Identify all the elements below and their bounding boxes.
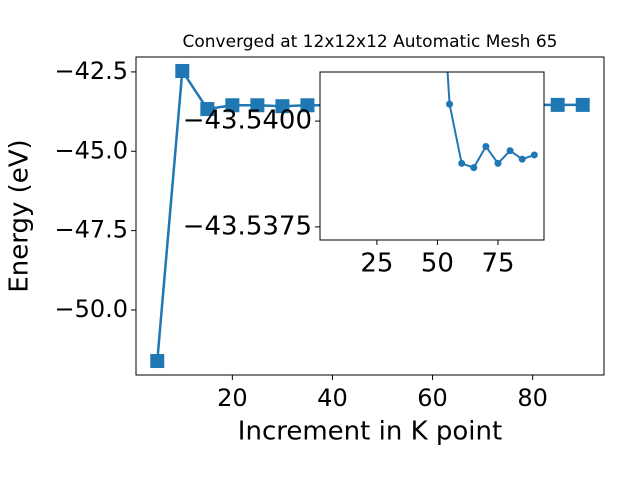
y-axis-label: Energy (eV) (5, 139, 35, 292)
marker (494, 159, 502, 167)
x-tick-label: 60 (417, 384, 448, 412)
axes-frame (135, 56, 605, 376)
x-tick-label: 50 (421, 249, 454, 279)
marker (506, 147, 514, 155)
marker (470, 164, 478, 172)
marker (518, 155, 526, 163)
marker (275, 99, 290, 114)
y-tick-label: −43.5375 (183, 211, 312, 241)
chart-title: Converged at 12x12x12 Automatic Mesh 65 (183, 32, 558, 52)
y-tick-label: −45.0 (54, 136, 128, 164)
y-tick-label: −42.5 (54, 57, 128, 85)
marker (446, 100, 454, 108)
marker (200, 102, 215, 117)
y-tick-label: −47.5 (54, 216, 128, 244)
y-tick-label: −43.5400 (183, 106, 312, 136)
marker (175, 63, 190, 78)
plot-area (320, 72, 544, 240)
marker (225, 98, 240, 113)
y-tick-label: −50.0 (54, 295, 128, 323)
marker (482, 142, 490, 150)
x-tick-label: 25 (360, 249, 393, 279)
marker (575, 97, 590, 112)
marker (550, 97, 565, 112)
marker (300, 98, 315, 113)
marker (530, 151, 538, 159)
axes-frame (319, 71, 545, 241)
marker (250, 98, 265, 113)
series-group (446, 72, 538, 172)
marker (458, 159, 466, 167)
x-tick-label: 80 (517, 384, 548, 412)
x-tick-label: 75 (481, 249, 514, 279)
x-axis-label: Increment in K point (238, 417, 502, 447)
x-tick-label: 20 (217, 384, 248, 412)
x-tick-label: 40 (317, 384, 348, 412)
marker (150, 354, 165, 369)
